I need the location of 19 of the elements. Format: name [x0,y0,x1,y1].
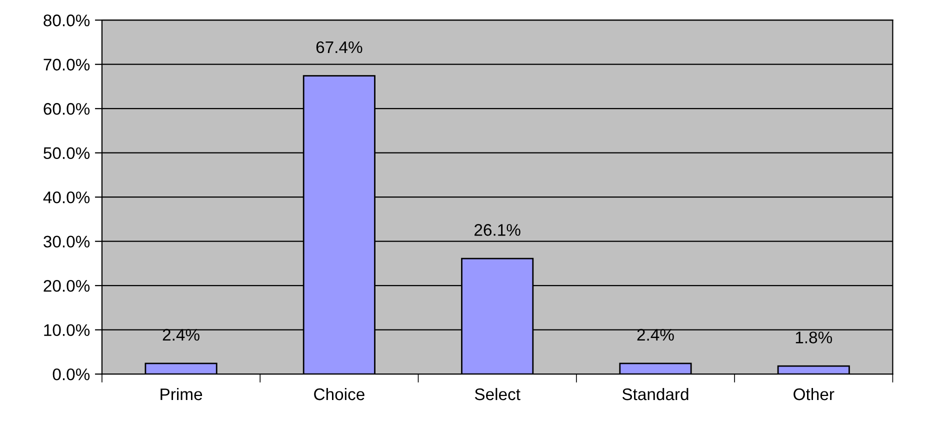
data-label: 1.8% [796,332,832,344]
y-tick-label: 20.0% [44,280,90,292]
data-label: 26.1% [474,224,520,236]
y-tick-label: 80.0% [44,14,90,26]
y-tick-label: 0.0% [52,368,90,380]
y-tick-label: 40.0% [43,191,90,204]
data-label: 67.4% [316,41,362,54]
y-tick-label: 30.0% [44,236,90,248]
data-label: 2.4% [162,328,200,341]
x-tick-label: Select [474,388,520,400]
y-tick-label: 60.0% [44,103,90,115]
y-tick-label: 50.0% [44,147,90,160]
x-tick-label: Choice [314,388,364,400]
x-tick-label: Other [794,388,834,400]
data-label: 2.4% [637,328,674,341]
x-tick-label: Standard [622,388,688,400]
x-tick-label: Prime [160,388,202,400]
y-tick-label: 10.0% [44,324,90,336]
y-tick-label: 70.0% [44,58,90,71]
